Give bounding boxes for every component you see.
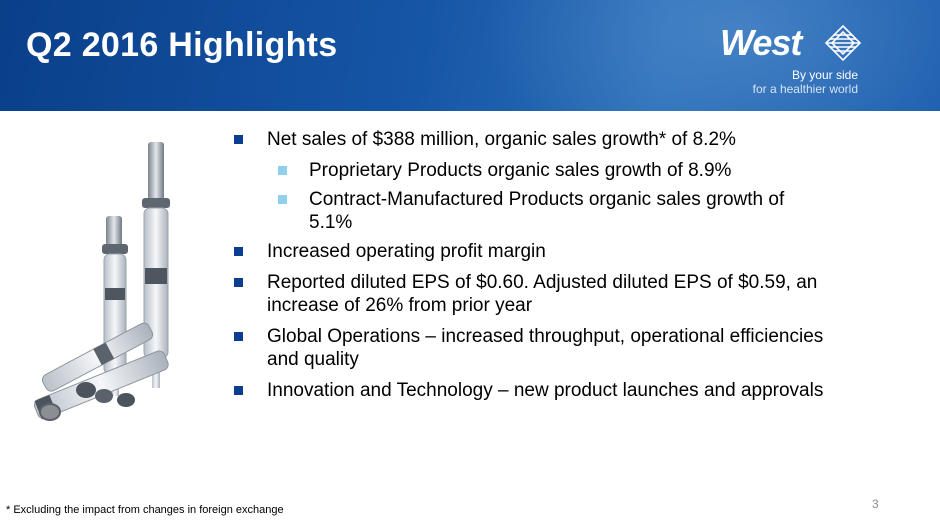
logo-wordmark: West	[720, 22, 802, 63]
bullet-square-icon	[234, 135, 243, 144]
bullet-item: Global Operations – increased throughput…	[232, 325, 832, 371]
sub-bullet-square-icon	[278, 195, 287, 204]
bullet-square-icon	[234, 247, 243, 256]
bullet-text: Global Operations – increased throughput…	[267, 326, 824, 370]
footnote: * Excluding the impact from changes in f…	[6, 504, 284, 516]
logo-diamond-icon	[824, 24, 862, 62]
slide-title: Q2 2016 Highlights	[26, 26, 338, 64]
bullet-text: Increased operating profit margin	[267, 241, 546, 262]
header-gradient-highlight	[480, 0, 940, 111]
sub-bullet-item: Contract-Manufactured Products organic s…	[232, 188, 832, 234]
slide-header: Q2 2016 Highlights West By your side for…	[0, 0, 940, 111]
sub-bullet-item: Proprietary Products organic sales growt…	[232, 159, 832, 182]
product-image-syringes	[33, 142, 170, 421]
bullet-item: Net sales of $388 million, organic sales…	[232, 128, 832, 151]
page-number: 3	[872, 497, 879, 511]
bullet-square-icon	[234, 386, 243, 395]
bullet-item: Innovation and Technology – new product …	[232, 379, 832, 402]
bullet-item: Reported diluted EPS of $0.60. Adjusted …	[232, 271, 832, 317]
bullet-text: Reported diluted EPS of $0.60. Adjusted …	[267, 272, 818, 316]
sub-bullet-square-icon	[278, 166, 287, 175]
highlights-list: Net sales of $388 million, organic sales…	[232, 128, 832, 410]
bullet-item: Increased operating profit margin	[232, 240, 832, 263]
bullet-text: Proprietary Products organic sales growt…	[309, 160, 732, 181]
bullet-square-icon	[234, 278, 243, 287]
logo-tagline-1: By your side	[791, 68, 858, 82]
west-logo: West By your side for a healthier world	[720, 22, 870, 96]
logo-tagline-2: for a healthier world	[752, 82, 858, 96]
bullet-text: Net sales of $388 million, organic sales…	[267, 129, 736, 150]
bullet-text: Contract-Manufactured Products organic s…	[309, 189, 785, 233]
bullet-text: Innovation and Technology – new product …	[267, 380, 824, 401]
bullet-square-icon	[234, 332, 243, 341]
